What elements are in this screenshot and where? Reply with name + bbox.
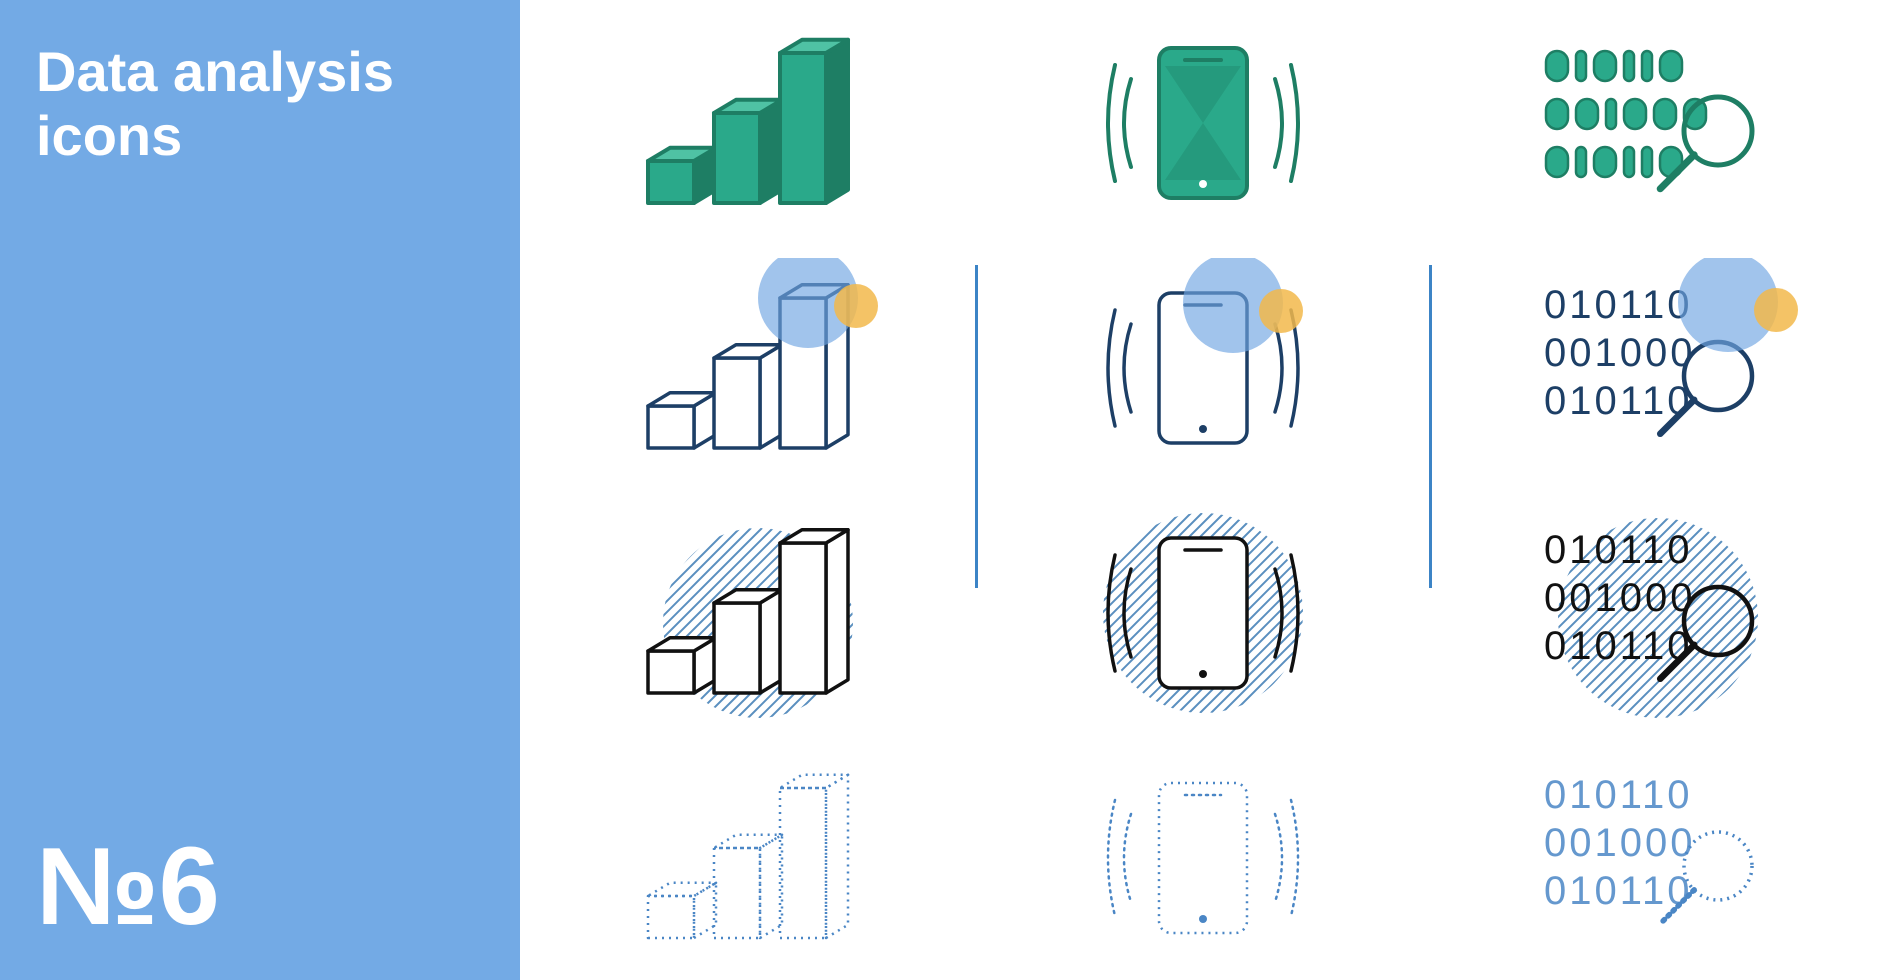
svg-text:001000: 001000 [1544,331,1695,375]
svg-text:010110: 010110 [1544,773,1693,817]
column-divider [1429,265,1432,588]
svg-text:010110: 010110 [1544,283,1693,327]
bar-chart-3d-icon-outline-black [520,490,975,735]
bar-chart-3d-icon-dotted-blue [520,735,975,980]
svg-text:010110: 010110 [1544,869,1693,913]
title-line-2: icons [36,104,182,167]
sidebar: Data analysis icons №6 [0,0,520,980]
binary-search-icon-outline-black: 010110001000010110 [1430,490,1885,735]
binary-search-icon-outline-navy: 010110001000010110 [1430,245,1885,490]
page: Data analysis icons №6 01011000100001011… [0,0,1885,980]
svg-text:001000: 001000 [1544,576,1695,620]
title-line-1: Data analysis [36,40,394,103]
bar-chart-3d-icon-filled [520,0,975,245]
smartphone-vibrate-icon-outline-navy [975,245,1430,490]
svg-text:010110: 010110 [1544,528,1693,572]
smartphone-vibrate-icon-outline-black [975,490,1430,735]
svg-text:010110: 010110 [1544,379,1693,423]
bar-chart-3d-icon-outline-navy [520,245,975,490]
page-title: Data analysis icons [36,40,484,169]
set-number: №6 [36,823,220,950]
column-divider [975,265,978,588]
binary-search-icon-filled [1430,0,1885,245]
svg-text:010110: 010110 [1544,624,1693,668]
binary-search-icon-dotted-blue: 010110001000010110 [1430,735,1885,980]
smartphone-vibrate-icon-dotted-blue [975,735,1430,980]
svg-text:001000: 001000 [1544,821,1695,865]
smartphone-vibrate-icon-filled [975,0,1430,245]
icon-grid: 0101100010000101100101100010000101100101… [520,0,1885,980]
